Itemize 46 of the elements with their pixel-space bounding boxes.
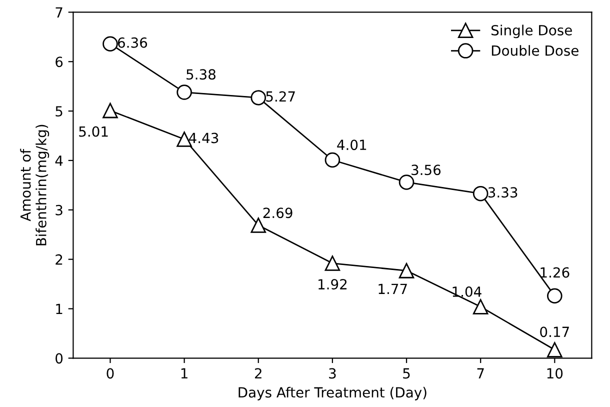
x-axis-title: Days After Treatment (Day) <box>238 386 426 400</box>
x-tick-label: 3 <box>329 368 336 379</box>
data-label: 6.36 <box>118 37 148 48</box>
point <box>398 174 414 190</box>
x-tick-label: 5 <box>403 368 410 379</box>
x-tick-label: 1 <box>181 368 188 378</box>
point <box>324 152 340 168</box>
y-tick-label: 1 <box>56 304 62 314</box>
point <box>398 263 414 278</box>
point <box>547 342 562 358</box>
x-tick-label: 0 <box>106 368 114 379</box>
data-label: 5.27 <box>266 91 295 102</box>
data-label: 3.56 <box>412 164 441 176</box>
point <box>250 218 266 233</box>
y-tick-label: 7 <box>56 7 62 18</box>
legend-label: Double Dose <box>492 45 578 56</box>
point <box>250 90 266 106</box>
y-tick-label: 3 <box>56 204 62 216</box>
point <box>472 186 488 202</box>
data-label: 1.26 <box>540 267 570 278</box>
point <box>102 36 118 52</box>
y-tick-label: 4 <box>55 156 63 166</box>
data-label: 2.69 <box>263 208 292 218</box>
x-tick-label: 7 <box>477 368 484 378</box>
x-tick-label: 10 <box>547 368 563 379</box>
data-label: 0.17 <box>540 326 569 338</box>
legend-label: Single Dose <box>492 24 572 38</box>
data-label: 4.43 <box>188 132 218 144</box>
y-tick-label: 0 <box>56 353 63 364</box>
y-tick-label: 6 <box>56 56 63 68</box>
y-tick-label: 5 <box>56 106 62 117</box>
data-label: 5.38 <box>186 69 216 80</box>
point <box>102 102 118 118</box>
y-axis-title: Amount of Bifenthrin(mg/kg) <box>20 124 50 246</box>
x-tick-label: 2 <box>254 368 262 378</box>
point <box>547 288 562 304</box>
y-tick-label: 2 <box>56 254 62 265</box>
data-label: 1.77 <box>378 284 407 294</box>
data-label: 1.04 <box>452 286 482 297</box>
data-label: 4.01 <box>337 140 366 150</box>
point <box>176 84 192 100</box>
data-label: 3.33 <box>488 187 518 198</box>
data-label: 5.01 <box>79 126 108 137</box>
point <box>472 299 488 314</box>
point <box>324 256 340 271</box>
data-label: 1.92 <box>318 279 347 290</box>
